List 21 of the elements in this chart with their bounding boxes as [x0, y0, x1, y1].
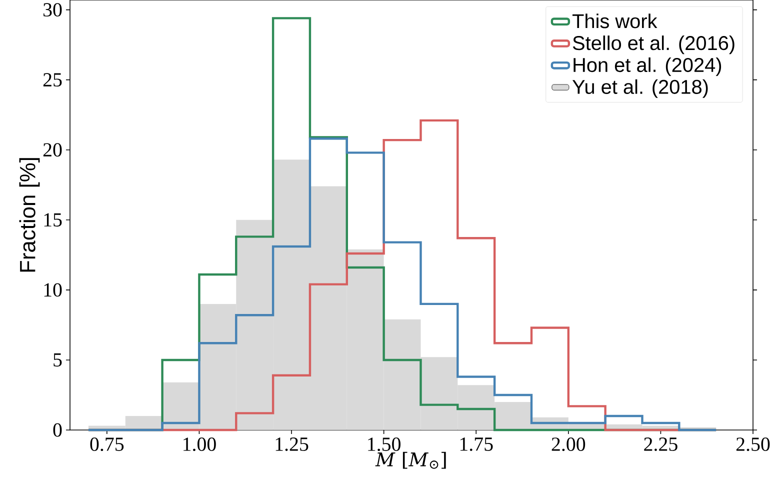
legend-label: Stello et al. (2016) [572, 36, 734, 54]
x-tick-label: 2.25 [644, 438, 678, 451]
x-tick-label: 1.00 [184, 438, 216, 452]
x-tick-label: 1.50 [368, 438, 400, 452]
x-tick-label: 2.50 [736, 438, 770, 452]
y-axis-title: Fraction [%] [19, 158, 40, 272]
x-tick-label: 2.00 [552, 438, 586, 452]
y-tick-label: 30 [44, 3, 62, 17]
y-tick-label: 10 [44, 283, 62, 297]
y-tick-label: 0 [53, 423, 62, 437]
y-tick-label: 15 [44, 213, 62, 227]
y-tick-label: 20 [43, 143, 62, 157]
legend-label: This work [572, 14, 658, 28]
legend-label: Hon et al. (2024) [574, 57, 722, 76]
y-tick-label: 5 [54, 353, 62, 367]
x-tick-label: 1.75 [460, 438, 493, 451]
x-tick-label: 0.75 [90, 438, 124, 452]
legend-label: Yu et al. (2018) [572, 79, 708, 98]
x-axis-title: M [M$_{⊙}$] [375, 452, 446, 469]
y-tick-label: 25 [43, 73, 62, 87]
x-tick-label: 1.25 [276, 438, 308, 451]
